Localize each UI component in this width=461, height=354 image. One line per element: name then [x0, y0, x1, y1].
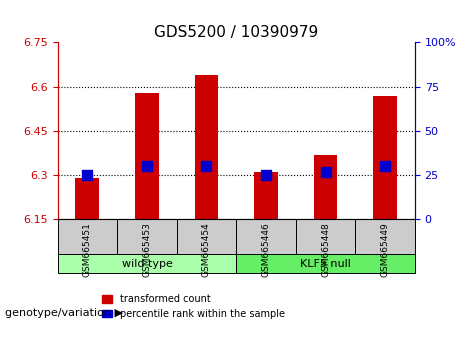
- Text: GSM665446: GSM665446: [261, 222, 271, 277]
- Point: [203, 164, 210, 169]
- Text: GSM665453: GSM665453: [142, 222, 152, 277]
- Bar: [76, 178, 99, 219]
- FancyBboxPatch shape: [296, 219, 355, 254]
- Point: [322, 169, 329, 175]
- Legend: transformed count, percentile rank within the sample: transformed count, percentile rank withi…: [98, 290, 289, 323]
- Text: genotype/variation ▶: genotype/variation ▶: [5, 308, 123, 318]
- Bar: [373, 96, 397, 219]
- FancyBboxPatch shape: [117, 219, 177, 254]
- Point: [143, 164, 151, 169]
- Point: [262, 172, 270, 178]
- Bar: [254, 172, 278, 219]
- Text: wild type: wild type: [122, 258, 172, 269]
- Bar: [313, 155, 337, 219]
- FancyBboxPatch shape: [58, 254, 236, 273]
- Point: [381, 164, 389, 169]
- Bar: [195, 75, 219, 219]
- FancyBboxPatch shape: [236, 254, 415, 273]
- Text: GSM665448: GSM665448: [321, 222, 330, 277]
- FancyBboxPatch shape: [236, 219, 296, 254]
- FancyBboxPatch shape: [355, 219, 415, 254]
- Bar: [135, 93, 159, 219]
- Point: [84, 172, 91, 178]
- FancyBboxPatch shape: [58, 219, 117, 254]
- Text: GSM665454: GSM665454: [202, 222, 211, 277]
- Text: KLF5 null: KLF5 null: [300, 258, 351, 269]
- FancyBboxPatch shape: [177, 219, 236, 254]
- Text: GSM665449: GSM665449: [381, 222, 390, 277]
- Text: GSM665451: GSM665451: [83, 222, 92, 277]
- Title: GDS5200 / 10390979: GDS5200 / 10390979: [154, 25, 319, 40]
